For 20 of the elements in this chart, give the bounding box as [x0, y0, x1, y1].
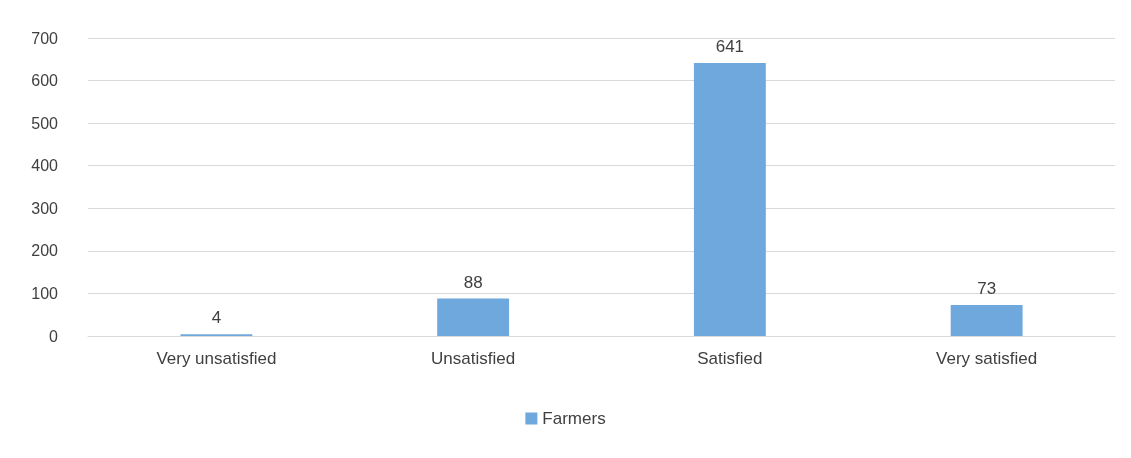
legend-label: Farmers: [542, 409, 606, 428]
x-tick-label: Very unsatisfied: [156, 349, 277, 368]
bar: [693, 63, 766, 336]
x-tick-label: Satisfied: [697, 349, 763, 368]
data-label: 88: [463, 272, 483, 292]
bar: [950, 304, 1023, 336]
y-tick-label: 700: [31, 29, 59, 47]
y-tick-label: 200: [31, 242, 59, 260]
x-tick-label: Very satisfied: [936, 349, 1038, 368]
y-tick-label: 100: [31, 284, 59, 302]
y-tick-label: 600: [31, 72, 59, 90]
data-label: 73: [977, 278, 997, 298]
data-label: 4: [211, 308, 222, 328]
y-tick-label: 400: [31, 157, 59, 175]
y-tick-label: 0: [49, 327, 59, 345]
y-tick-label: 500: [31, 114, 59, 132]
bar: [437, 298, 510, 336]
data-label: 641: [715, 37, 745, 57]
x-tick-label: Unsatisfied: [431, 349, 516, 368]
y-tick-label: 300: [31, 199, 59, 217]
